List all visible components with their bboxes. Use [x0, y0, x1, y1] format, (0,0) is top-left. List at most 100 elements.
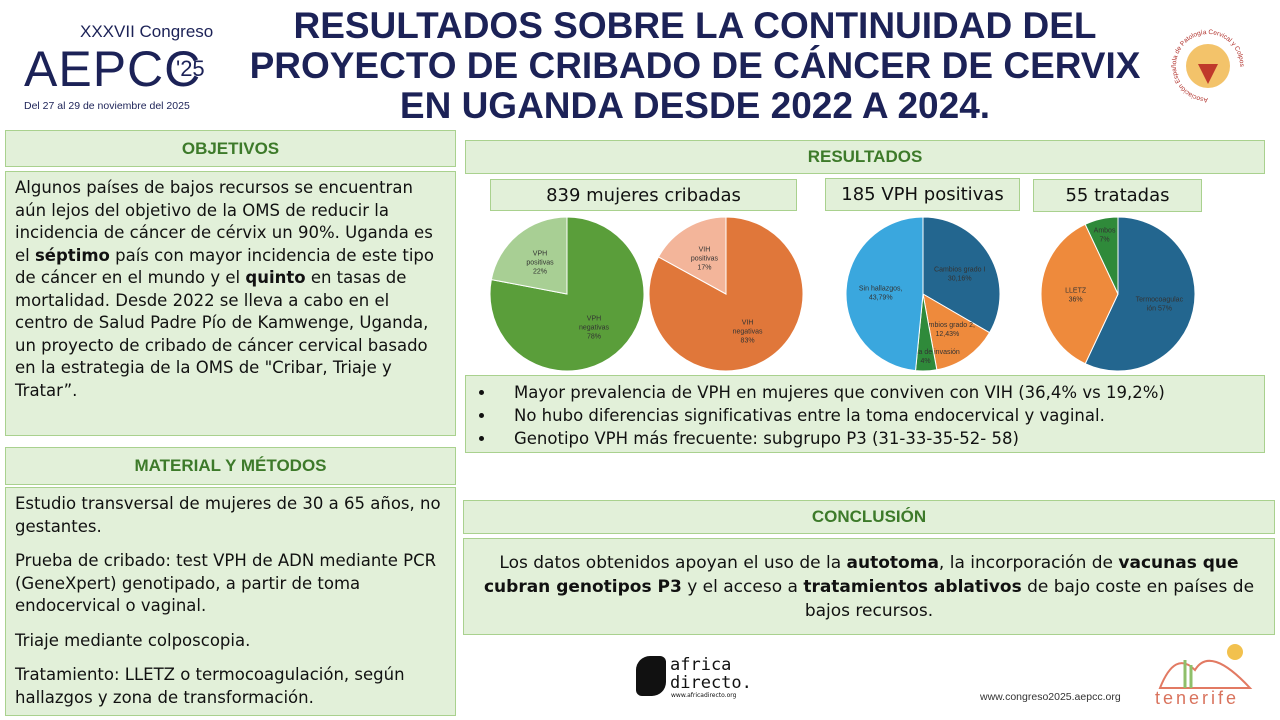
text-run: , la incorporación de: [938, 553, 1119, 573]
venue-logo: [1158, 644, 1253, 689]
slice-label: Sospecha de invasión 4%: [891, 349, 960, 365]
slice-label-line: 83%: [741, 337, 755, 344]
slice-label-line: 43,79%: [869, 294, 893, 301]
slice-label-line: Cambios grado 2,: [920, 322, 975, 329]
paragraph: Estudio transversal de mujeres de 30 a 6…: [15, 494, 441, 536]
text-run: país con mayor incidencia de este tipo d…: [15, 245, 434, 288]
partner-word: africa: [670, 655, 732, 675]
slice-label-line: 12,43%: [935, 331, 959, 338]
slice-label-line: LLETZ: [1065, 288, 1087, 295]
bold-text: autotoma: [846, 553, 939, 573]
slice-label-line: Ambos: [1094, 227, 1116, 234]
bullet-list: Mayor prevalencia de VPH en mujeres que …: [474, 381, 1256, 450]
slice-label: LLETZ 36%: [1065, 288, 1087, 304]
group-label: 839 mujeres cribadas: [490, 179, 797, 211]
partner-url: www.africadirecto.org: [671, 692, 737, 699]
title-line: RESULTADOS SOBRE LA CONTINUIDAD DEL: [293, 5, 1097, 46]
slice-label: Sin hallazgos, 43,79%: [859, 285, 903, 301]
bold-text: séptimo: [34, 245, 110, 265]
slice-label: Ambos 7%: [1094, 227, 1116, 243]
logo-shape: [1198, 64, 1218, 84]
society-logo: Asociación Española de Patología Cervica…: [1168, 26, 1245, 103]
paragraph: Prueba de cribado: test VPH de ADN media…: [15, 551, 437, 615]
pie-slice: [1084, 216, 1196, 372]
text-run: y el acceso a: [681, 577, 804, 597]
section-heading: OBJETIVOS: [5, 130, 456, 167]
slice-label-line: Cambios grado I: [934, 266, 985, 273]
slice-label-line: 4%: [921, 358, 931, 365]
dates: Del 27 al 29 de noviembre del 2025: [24, 100, 190, 112]
slice-label-line: VIH: [699, 247, 711, 254]
section-heading: CONCLUSIÓN: [463, 500, 1275, 534]
text-run: en tasas de mortalidad. Desde 2022 se ll…: [15, 268, 429, 400]
bullet: Mayor prevalencia de VPH en mujeres que …: [496, 381, 1256, 404]
slice-label-line: 36%: [1069, 297, 1083, 304]
partner: africa directo.: [670, 656, 752, 692]
slice-label-line: 78%: [587, 334, 601, 341]
mountains: [1158, 659, 1253, 689]
group-label: 185 VPH positivas: [825, 178, 1020, 211]
slice-label-line: Termocoagulac: [1136, 297, 1184, 304]
slice-label: VPH positivas 22%: [526, 250, 554, 275]
brand: AEPCC: [24, 41, 202, 97]
title: RESULTADOS SOBRE LA CONTINUIDAD DEL PROY…: [200, 6, 1190, 126]
slice-label-line: positivas: [691, 256, 719, 263]
text-run: Algunos países de bajos recursos se encu…: [15, 178, 433, 265]
slice-label-line: 7%: [1099, 236, 1109, 243]
congress-url: www.congreso2025.aepcc.org: [980, 691, 1121, 703]
slice-label-line: Sin hallazgos,: [859, 285, 903, 292]
pie-slice: [489, 216, 645, 372]
slice-label-line: VIH: [742, 319, 754, 326]
section-heading: MATERIAL Y MÉTODOS: [5, 447, 456, 485]
title-line: EN UGANDA DESDE 2022 A 2024.: [399, 85, 991, 126]
slice-label: VPH negativas 78%: [579, 316, 609, 341]
partner-word: directo.: [670, 673, 752, 693]
bullet: Genotipo VPH más frecuente: subgrupo P3 …: [496, 427, 1256, 450]
metodos-text: Estudio transversal de mujeres de 30 a 6…: [5, 487, 456, 716]
slice-label-line: 22%: [533, 268, 547, 275]
pie-slice: [1084, 216, 1119, 295]
partner-icon: [636, 656, 666, 696]
pie-slice: [922, 293, 991, 371]
slice-label: Termocoagulac ión 57%: [1136, 297, 1184, 313]
pie-slice: [490, 216, 568, 295]
slice-label: VIH negativas 83%: [733, 319, 763, 344]
bold-text: tratamientos ablativos: [803, 577, 1022, 597]
congress: XXXVII Congreso: [80, 22, 214, 41]
slice-label-line: negativas: [733, 328, 763, 335]
bullet: No hubo diferencias significativas entre…: [496, 404, 1256, 427]
pie-slice: [657, 216, 727, 295]
brand-year: '25: [176, 56, 205, 81]
plant: [1183, 660, 1193, 688]
slice-label-line: positivas: [526, 259, 554, 266]
findings: Mayor prevalencia de VPH en mujeres que …: [465, 375, 1265, 453]
pie-charts: VPH negativas 78% VPH positivas 22% VIH negativ…: [489, 216, 1196, 372]
pie-slice: [922, 216, 1001, 334]
slice-label-line: 30,16%: [948, 275, 972, 282]
slice-label: VIH positivas 17%: [691, 247, 719, 272]
pie-slice: [1040, 223, 1119, 365]
section-heading: RESULTADOS: [465, 140, 1265, 174]
pie-slice: [845, 216, 924, 372]
group-label: 55 tratadas: [1033, 179, 1202, 212]
bold-text: vacunas que cubran genotipos P3: [483, 553, 1239, 597]
slice-label-line: ión 57%: [1147, 306, 1172, 313]
slice-label: Cambios grado 2, 12,43%: [920, 322, 975, 338]
bold-text: quinto: [245, 268, 306, 287]
slice-label-line: VPH: [587, 316, 601, 323]
slice-label-line: 17%: [697, 265, 711, 272]
paragraph: Tratamiento: LLETZ o termocoagulación, s…: [15, 665, 405, 707]
slice-label-line: negativas: [579, 325, 609, 332]
slice-label-line: Sospecha de invasión: [891, 349, 960, 356]
text-run: de bajo coste en países de bajos recurso…: [804, 577, 1255, 621]
text-run: Los datos obtenidos apoyan el uso de la: [499, 553, 847, 573]
paragraph: Triaje mediante colposcopia.: [15, 630, 251, 650]
objetivos-text: Algunos países de bajos recursos se encu…: [5, 171, 456, 436]
slice-label-line: VPH: [533, 250, 547, 257]
sun: [1227, 644, 1243, 660]
conclusion-text: Los datos obtenidos apoyan el uso de la …: [463, 538, 1275, 635]
venue: tenerife: [1155, 688, 1240, 708]
slice-label: Cambios grado I 30,16%: [934, 266, 985, 282]
title-line: PROYECTO DE CRIBADO DE CÁNCER DE CERVIX: [249, 45, 1141, 86]
